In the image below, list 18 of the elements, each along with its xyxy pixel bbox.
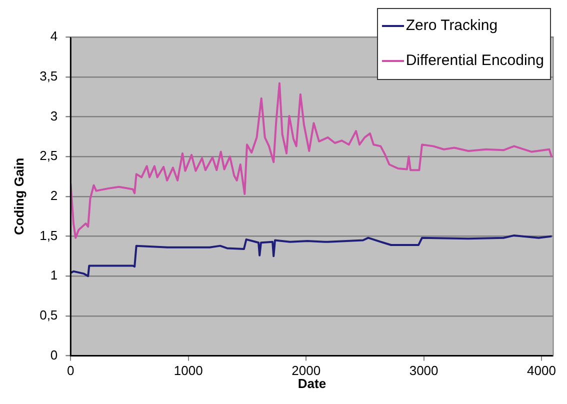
y-tick-label: 0: [50, 347, 58, 362]
x-tick-label: 4000: [527, 363, 556, 378]
x-tick-label: 2000: [292, 363, 321, 378]
x-tick-label: 0: [67, 363, 74, 378]
y-tick-label: 3: [50, 108, 58, 124]
y-tick-label: 1: [50, 268, 58, 283]
legend-label: Differential Encoding: [406, 52, 544, 69]
y-tick-label: 4: [50, 28, 58, 44]
x-tick-label: 1000: [174, 363, 203, 378]
y-tick-label: 2: [50, 188, 58, 203]
x-axis-title: Date: [298, 376, 326, 391]
y-tick-label: 2,5: [40, 148, 58, 164]
y-axis-title: Coding Gain: [11, 158, 26, 236]
legend-label: Zero Tracking: [406, 17, 498, 34]
y-tick-label: 1,5: [40, 228, 58, 243]
y-tick-label: 3,5: [40, 68, 58, 84]
x-tick-label: 3000: [409, 363, 438, 378]
y-tick-label: 0,5: [40, 308, 58, 323]
